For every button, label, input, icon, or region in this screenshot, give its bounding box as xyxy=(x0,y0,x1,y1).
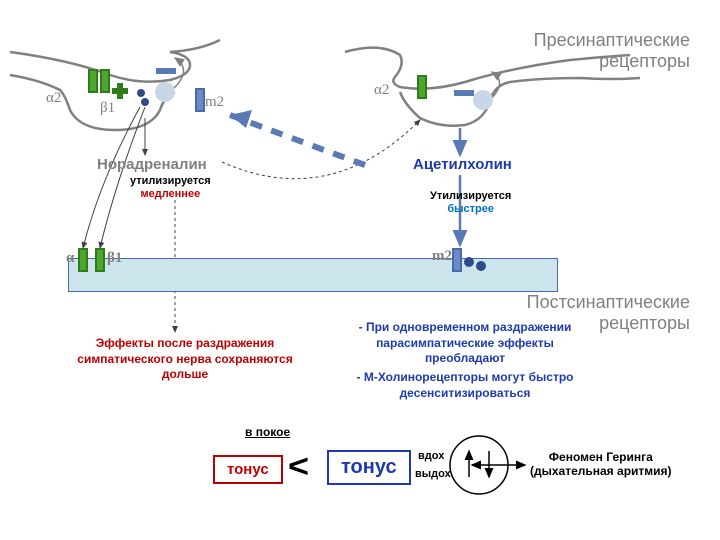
receptor-beta1-top xyxy=(100,69,110,93)
ach-dot xyxy=(476,261,486,271)
receptor-alpha-bot xyxy=(78,248,88,272)
inhale-label: вдох xyxy=(418,450,444,462)
alpha2-left-label: α2 xyxy=(46,90,61,107)
tone-red-box: тонус xyxy=(213,455,283,484)
vesicle-dot xyxy=(141,98,149,106)
presynaptic-label: Пресинаптические рецепторы xyxy=(534,30,690,72)
receptor-m2-top xyxy=(195,88,205,112)
exhale-label: выдох xyxy=(415,468,451,480)
note-right-2: - М-Холинорецепторы могут быстро десенси… xyxy=(355,370,575,401)
alpha2-right-label: α2 xyxy=(374,82,389,99)
util-right: Утилизируетсябыстрее xyxy=(430,190,511,216)
receptor-alpha2-right xyxy=(417,75,427,99)
lt-vesicle xyxy=(155,82,175,102)
util-left: утилизируетсямедленнее xyxy=(130,175,211,201)
m2-bot-label: m2 xyxy=(432,248,452,265)
m2-top-label: m2 xyxy=(205,94,224,111)
at-rest-label: в покое xyxy=(245,425,290,439)
phenomenon-label: Феномен Геринга (дыхательная аритмия) xyxy=(530,450,672,478)
ach-dot xyxy=(464,257,474,267)
receptor-m2-bot xyxy=(452,248,462,272)
vesicle-dot xyxy=(137,89,145,97)
note-left: Эффекты после раздражения симпатического… xyxy=(75,336,295,383)
note-right-1: - При одновременном раздражении парасимп… xyxy=(355,320,575,367)
receptor-alpha2-left xyxy=(88,69,98,93)
beta1-top-label: β1 xyxy=(100,100,115,117)
receptor-beta1-bot xyxy=(95,248,105,272)
beta1-bot-label: β1 xyxy=(107,250,122,267)
noradrenaline-label: Норадреналин xyxy=(97,156,207,173)
alpha-bot-label: α xyxy=(66,250,74,267)
lt-vesicle-r xyxy=(473,90,493,110)
tone-blue-box: тонус xyxy=(327,450,411,485)
lessthan-icon: < xyxy=(288,447,309,485)
acetylcholine-label: Ацетилхолин xyxy=(413,156,512,173)
